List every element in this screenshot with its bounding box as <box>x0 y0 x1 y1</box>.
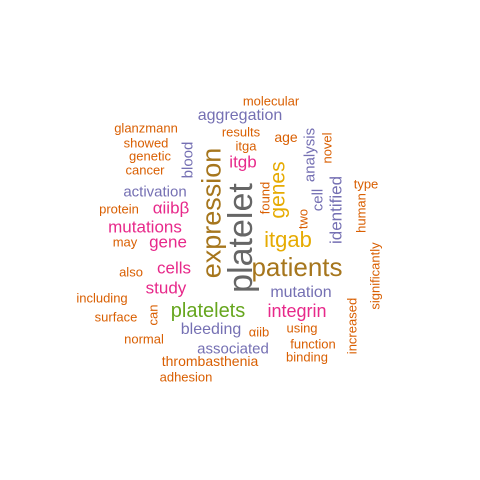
word-8: gene <box>149 232 187 252</box>
word-48: binding <box>286 349 328 365</box>
word-36: human <box>353 193 369 233</box>
word-11: itgb <box>229 152 257 172</box>
word-26: age <box>274 129 298 145</box>
word-35: protein <box>99 201 139 217</box>
word-25: results <box>221 124 261 140</box>
word-19: blood <box>179 141 197 179</box>
word-45: increased <box>344 297 360 355</box>
word-21: analysis <box>301 127 319 183</box>
word-32: two <box>295 208 311 230</box>
word-42: surface <box>94 309 138 325</box>
word-23: molecular <box>242 93 300 109</box>
word-39: also <box>119 264 143 280</box>
word-33: found <box>257 181 273 215</box>
word-3: itgab <box>264 227 312 252</box>
word-44: using <box>286 320 318 336</box>
word-46: normal <box>124 331 164 347</box>
word-17: associated <box>197 340 269 358</box>
word-47: function <box>290 336 336 352</box>
word-29: genetic <box>129 148 171 164</box>
word-18: activation <box>123 183 187 201</box>
word-28: itga <box>235 138 257 154</box>
word-22: thrombasthenia <box>161 353 259 369</box>
word-34: type <box>353 176 379 192</box>
word-41: can <box>145 304 161 326</box>
word-14: mutation <box>270 284 332 301</box>
word-38: significantly <box>367 242 383 310</box>
word-43: αiib <box>248 324 270 340</box>
word-13: identified <box>326 175 346 245</box>
word-12: study <box>145 278 187 298</box>
word-37: may <box>112 234 138 250</box>
word-9: cells <box>156 258 192 278</box>
word-2: patients <box>251 252 343 282</box>
word-27: showed <box>123 135 169 151</box>
word-31: novel <box>319 132 335 164</box>
word-15: bleeding <box>180 321 242 338</box>
word-30: cancer <box>125 162 165 178</box>
word-5: platelets <box>170 300 246 322</box>
word-49: adhesion <box>159 369 213 385</box>
word-24: glanzmann <box>114 120 178 136</box>
word-7: integrin <box>267 301 327 321</box>
word-10: αiibβ <box>152 198 190 218</box>
word-1: expression <box>196 147 227 279</box>
word-40: including <box>76 290 128 306</box>
word-6: mutations <box>108 217 182 237</box>
word-16: aggregation <box>197 107 283 124</box>
word-20: cell <box>309 188 327 212</box>
